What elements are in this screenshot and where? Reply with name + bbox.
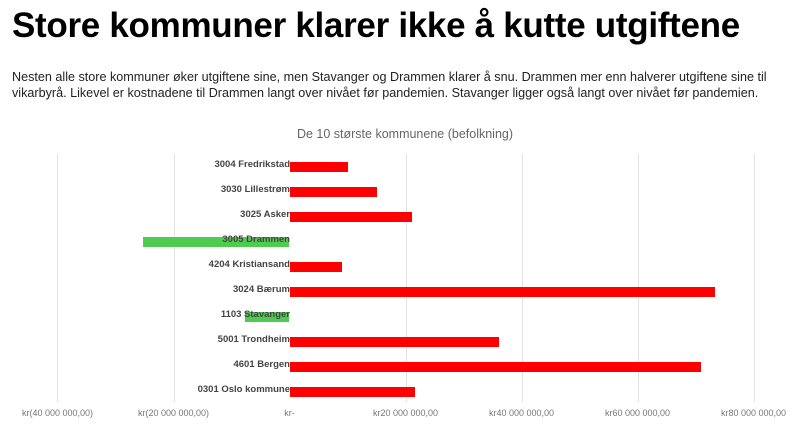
gridline [57,154,58,402]
category-label: 3025 Asker [240,209,290,220]
gridline [174,154,175,402]
category-label: 3005 Drammen [222,234,290,245]
bar[interactable] [289,212,413,222]
x-tick-label: kr60 000 000,00 [604,408,671,418]
bar-row: 3025 Asker [0,204,800,229]
bar[interactable] [289,262,342,272]
bar-row: 0301 Oslo kommune [0,379,800,404]
bar-row: 1103 Stavanger [0,304,800,329]
bar[interactable] [245,312,290,322]
bar[interactable] [143,237,290,247]
bar[interactable] [289,162,348,172]
bar-row: 3030 Lillestrøm [0,179,800,204]
category-label: 4601 Bergen [233,359,290,370]
category-label: 0301 Oslo kommune [197,384,290,395]
x-tick-label: kr(20 000 000,00) [137,408,210,418]
bar-row: 4601 Bergen [0,354,800,379]
bar-row: 3004 Fredrikstad [0,154,800,179]
x-tick-label: kr- [284,408,295,418]
category-label: 3024 Bærum [232,284,290,295]
category-label: 1103 Stavanger [220,309,290,320]
chart-title: De 10 største kommunene (befolkning) [296,127,514,141]
x-tick-label: kr40 000 000,00 [488,408,555,418]
bar-chart: 3004 Fredrikstad 3030 Lillestrøm 3025 Aske… [0,150,800,402]
bar-row: 4204 Kristiansand [0,254,800,279]
gridline [406,154,407,402]
bar-row: 3005 Drammen [0,229,800,254]
intro-text: Nesten alle store kommuner øker utgiften… [12,70,767,100]
x-tick-label: kr20 000 000,00 [372,408,439,418]
page-title: Store kommuner klarer ikke å kutte utgif… [12,6,740,45]
x-tick-label: kr(40 000 000,00) [21,408,94,418]
category-label: 5001 Trondheim [217,334,290,345]
x-tick-label: kr80 000 000,00 [720,408,787,418]
gridline [638,154,639,402]
category-label: 3030 Lillestrøm [220,184,290,195]
bar[interactable] [289,187,377,197]
category-label: 4204 Kristiansand [208,259,290,270]
bar-row: 5001 Trondheim [0,329,800,354]
bar[interactable] [289,387,415,397]
gridline [522,154,523,402]
bar[interactable] [289,362,702,372]
bar[interactable] [289,337,500,347]
bar-row: 3024 Bærum [0,279,800,304]
gridline [754,154,755,402]
category-label: 3004 Fredrikstad [214,159,290,170]
bar[interactable] [289,287,716,297]
